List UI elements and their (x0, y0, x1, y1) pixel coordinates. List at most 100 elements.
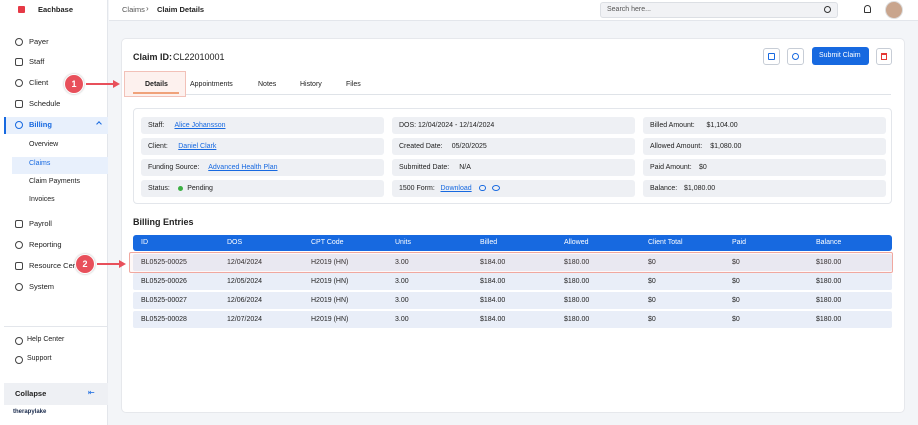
nav-item[interactable]: Staff (29, 57, 45, 66)
column-header: Balance (816, 239, 842, 246)
field-label: Client: (148, 143, 168, 150)
table-cell: $184.00 (480, 278, 506, 285)
info-cell: Allowed Amount: $1,080.00 (643, 138, 886, 155)
field-label: Paid Amount: (650, 164, 692, 171)
table-row: BL0525-00026 12/05/2024 H2019 (HN) 3.00 $184… (133, 273, 892, 290)
table-cell: $184.00 (480, 316, 506, 323)
collapse-icon: ⇤ (88, 388, 95, 397)
edit-button[interactable] (763, 48, 780, 65)
footer-logo: therapylake (13, 409, 47, 415)
table-cell: 3.00 (395, 259, 409, 266)
nav-item[interactable]: Resource Center (29, 261, 86, 270)
sub-active-bg (12, 157, 108, 174)
nav-sub-item[interactable]: Overview (29, 141, 59, 148)
field-label: Status: (148, 185, 170, 192)
avatar[interactable] (885, 1, 903, 19)
claim-id-label: Claim ID: (133, 52, 173, 62)
annotation-number: 1 (71, 79, 77, 89)
annotation-arrowhead (119, 260, 126, 268)
claim-id: CL22010001 (173, 52, 225, 62)
icon (15, 220, 23, 228)
nav-sub-item[interactable]: Claim Payments (29, 178, 80, 185)
tab[interactable]: Details (145, 81, 168, 88)
search-icon (824, 6, 831, 13)
nav-item[interactable]: Reporting (29, 240, 62, 249)
tab[interactable]: Notes (258, 81, 277, 88)
field-value: Pending (187, 185, 213, 192)
nav-sub-item[interactable]: Claims (29, 160, 51, 167)
table-row: BL0525-00025 12/04/2024 H2019 (HN) 3.00 $184… (133, 254, 892, 271)
icon (881, 53, 887, 60)
icon (15, 100, 23, 108)
refresh-button[interactable] (787, 48, 804, 65)
field-value[interactable]: Daniel Clark (178, 143, 217, 150)
topbar: Claims › Claim Details Search here... (109, 0, 918, 21)
view-icon[interactable] (491, 185, 500, 191)
submit-button[interactable]: Submit Claim (812, 47, 869, 65)
table-row: BL0525-00028 12/07/2024 H2019 (HN) 3.00 $184… (133, 311, 892, 328)
info-cell: Paid Amount: $0 (643, 159, 886, 176)
sidebar: Eachbase Payer Staff Client Schedule Billing P… (0, 0, 108, 425)
table-cell: 12/05/2024 (227, 278, 263, 285)
column-header: Units (395, 239, 411, 246)
nav-item[interactable]: Support (27, 355, 52, 362)
table-cell: 3.00 (395, 316, 409, 323)
field-value[interactable]: Alice Johansson (174, 122, 226, 129)
breadcrumb-link[interactable]: Claims (122, 5, 145, 14)
info-cell: Funding Source: Advanced Health Plan (141, 159, 384, 176)
nav-sub-item[interactable]: Invoices (29, 196, 55, 203)
tab[interactable]: Files (346, 81, 361, 88)
icon (15, 241, 23, 249)
nav-item[interactable]: Client (29, 78, 49, 87)
nav-item[interactable]: Billing (29, 120, 52, 129)
info-cell: Balance: $1,080.00 (643, 180, 886, 197)
table-cell: 12/07/2024 (227, 316, 263, 323)
field-label: Balance: (650, 185, 678, 192)
table-cell: $0 (732, 259, 740, 266)
field-value[interactable]: Advanced Health Plan (208, 164, 278, 171)
table-cell: $180.00 (564, 316, 590, 323)
breadcrumb-sep: › (146, 4, 149, 13)
tab-line (133, 94, 891, 95)
nav-item[interactable]: System (29, 282, 55, 291)
icon (15, 58, 23, 66)
table-cell: $0 (732, 316, 740, 323)
download-icon[interactable] (478, 185, 486, 191)
nav-item[interactable]: Help Center (27, 336, 65, 343)
info-cell: Billed Amount: $1,104.00 (643, 117, 886, 134)
collapse-label[interactable]: Collapse (15, 389, 47, 398)
tab[interactable]: Appointments (190, 81, 233, 88)
table-cell: H2019 (HN) (311, 297, 349, 304)
breadcrumb-current: Claim Details (157, 5, 205, 14)
field-value: 12/04/2024 - 12/14/2024 (418, 122, 495, 129)
table-cell: $180.00 (564, 278, 590, 285)
delete-button[interactable] (876, 48, 892, 65)
section-title: Billing Entries (133, 217, 194, 227)
table-cell: $0 (732, 278, 740, 285)
table-cell: 3.00 (395, 297, 409, 304)
nav-item[interactable]: Payroll (29, 219, 52, 228)
field-label: 1500 Form: (399, 185, 435, 192)
info-panel: Staff: Alice Johansson Client: Daniel Clark… (133, 108, 892, 204)
table-header: ID DOS CPT Code Units Billed Allowed Client To… (133, 235, 892, 251)
search-box[interactable]: Search here... (600, 2, 838, 18)
nav-item[interactable]: Payer (29, 37, 49, 46)
nav-item[interactable]: Schedule (29, 99, 61, 108)
field-value: N/A (459, 164, 471, 171)
bell-icon[interactable] (864, 5, 871, 13)
table-cell: $180.00 (564, 297, 590, 304)
table-row: BL0525-00027 12/06/2024 H2019 (HN) 3.00 $184… (133, 292, 892, 309)
tab[interactable]: History (300, 81, 322, 88)
search-placeholder: Search here... (607, 6, 651, 13)
info-cell: Staff: Alice Johansson (141, 117, 384, 134)
divider (4, 326, 108, 327)
column-header: Client Total (648, 239, 683, 246)
table-cell: $0 (648, 259, 656, 266)
field-value[interactable]: Download (440, 185, 472, 192)
field-value: $1,104.00 (706, 122, 738, 129)
status-dot (178, 186, 184, 191)
info-cell: Status: Pending (141, 180, 384, 197)
table-cell: $180.00 (816, 297, 842, 304)
annotation-number: 2 (82, 259, 88, 269)
info-cell: DOS: 12/04/2024 - 12/14/2024 (392, 117, 635, 134)
